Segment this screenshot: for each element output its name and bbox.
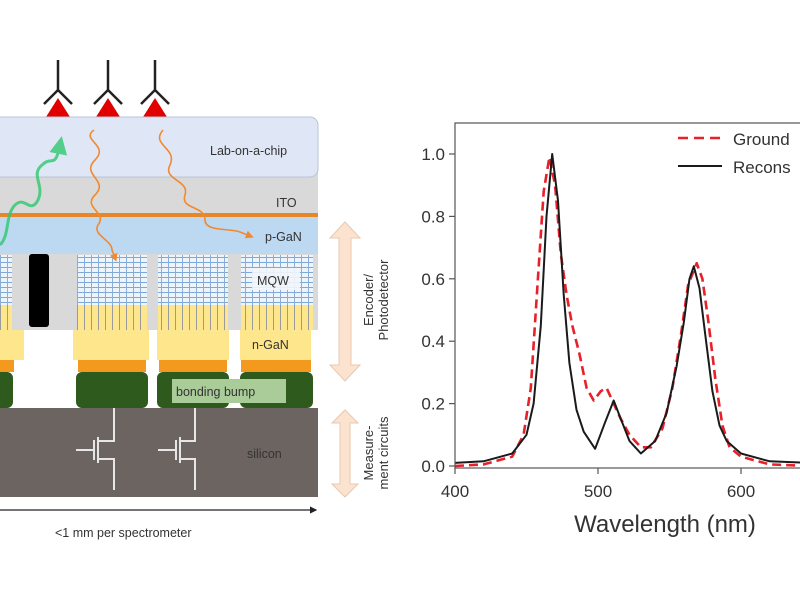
- y-tick-label: 0.2: [421, 395, 445, 414]
- green-emission-wave: [0, 136, 68, 247]
- encoder-double-arrow: [328, 221, 362, 382]
- series-group: [454, 153, 800, 468]
- orange-wave-1: [89, 129, 118, 262]
- x-tick-label: 500: [584, 482, 612, 501]
- y-tick-label: 0.8: [421, 207, 445, 226]
- silicon-layer: [0, 408, 318, 497]
- scale-label: <1 mm per spectrometer: [55, 526, 192, 540]
- y-tick-label: 0.0: [421, 457, 445, 476]
- legend-label-recons: Recons: [733, 158, 791, 177]
- legend-label-ground: Ground: [733, 130, 790, 149]
- mqw-label-box: [252, 268, 300, 290]
- ito-label: ITO: [276, 196, 297, 210]
- lab-on-chip-label: Lab-on-a-chip: [210, 144, 287, 158]
- n-gan-layer: [0, 330, 311, 360]
- antibody-icon: [140, 60, 170, 117]
- antibody-icon: [93, 60, 123, 117]
- series-line-ground: [454, 155, 800, 468]
- contact-layer: [0, 360, 311, 372]
- measurement-label-line1: Measure-: [361, 426, 376, 481]
- mqw-label: MQW: [257, 274, 289, 288]
- silicon-label: silicon: [247, 447, 282, 461]
- ito-contact-line: [0, 213, 318, 217]
- antibody-antigen-group: [43, 60, 170, 117]
- y-tick-label: 0.4: [421, 332, 445, 351]
- measurement-double-arrow: [330, 409, 360, 498]
- black-isolation-bar: [29, 254, 49, 327]
- bonding-bump-label-box: [172, 379, 286, 403]
- measurement-label-line2: ment circuits: [376, 416, 391, 489]
- bonding-bump-label: bonding bump: [176, 385, 255, 399]
- lab-on-chip-layer: [0, 116, 319, 178]
- series-line-recons: [454, 153, 800, 464]
- transistor-icon: [76, 408, 196, 490]
- encoder-label-line2: Photodetector: [376, 259, 391, 341]
- legend: Ground Recons: [678, 130, 791, 177]
- x-axis-label: Wavelength (nm): [574, 511, 756, 538]
- antibody-icon: [43, 60, 73, 117]
- ito-layer: [0, 172, 318, 214]
- x-tick-label: 400: [441, 482, 469, 501]
- y-tick-label: 0.6: [421, 270, 445, 289]
- plot-frame: [454, 122, 800, 469]
- p-gan-layer: [0, 217, 318, 254]
- encoder-label-line1: Encoder/: [361, 274, 376, 326]
- y-tick-label: 1.0: [421, 145, 445, 164]
- n-gan-label: n-GaN: [252, 338, 289, 352]
- orange-wave-2: [158, 129, 254, 239]
- x-tick-label: 600: [727, 482, 755, 501]
- ticks-group: 400 500 600 0.0 0.2 0.4 0.6 0.8 1.0: [421, 145, 755, 501]
- p-gan-label: p-GaN: [265, 230, 302, 244]
